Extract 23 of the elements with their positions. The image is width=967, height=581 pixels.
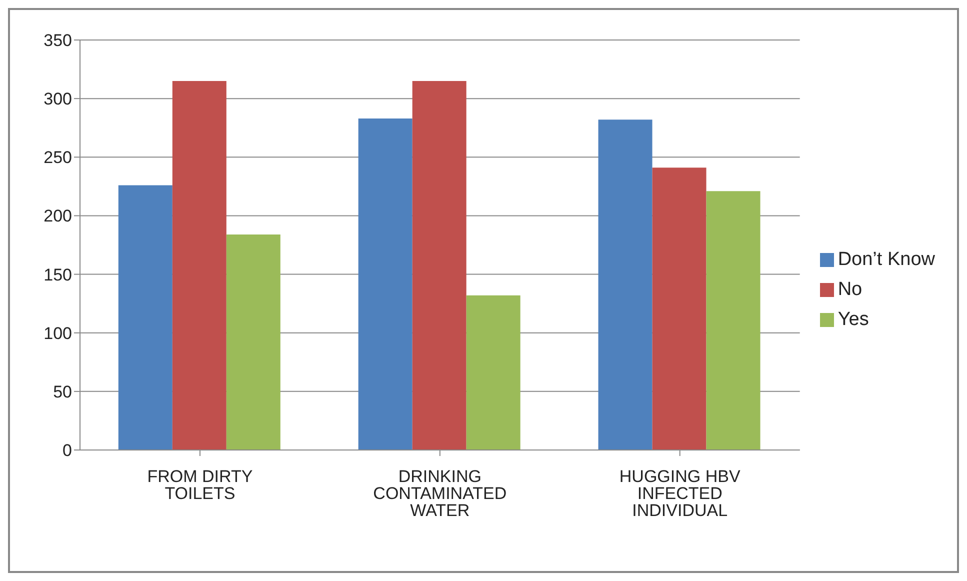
- bar: [358, 118, 412, 450]
- legend-label: No: [838, 279, 862, 300]
- x-tick-label: DRINKING CONTAMINATED WATER: [373, 467, 507, 520]
- legend-label: Don’t Know: [838, 249, 935, 270]
- y-tick-label: 50: [53, 382, 72, 402]
- x-tick-label: HUGGING HBV INFECTED INDIVIDUAL: [619, 467, 741, 520]
- bar: [652, 168, 706, 450]
- bar: [226, 234, 280, 450]
- y-tick-label: 150: [44, 265, 72, 284]
- bar: [706, 191, 760, 450]
- bar: [118, 185, 172, 450]
- bar: [466, 295, 520, 450]
- bar: [598, 120, 652, 450]
- y-tick-label: 100: [44, 324, 72, 343]
- y-tick-label: 300: [44, 90, 72, 109]
- x-tick-label: FROM DIRTY TOILETS: [147, 467, 253, 504]
- legend-label: Yes: [838, 309, 869, 330]
- y-tick-label: 0: [62, 441, 72, 460]
- bar: [172, 81, 226, 450]
- y-tick-label: 200: [44, 206, 72, 226]
- bar: [412, 81, 466, 450]
- y-tick-label: 250: [44, 148, 72, 168]
- y-tick-label: 350: [44, 31, 72, 50]
